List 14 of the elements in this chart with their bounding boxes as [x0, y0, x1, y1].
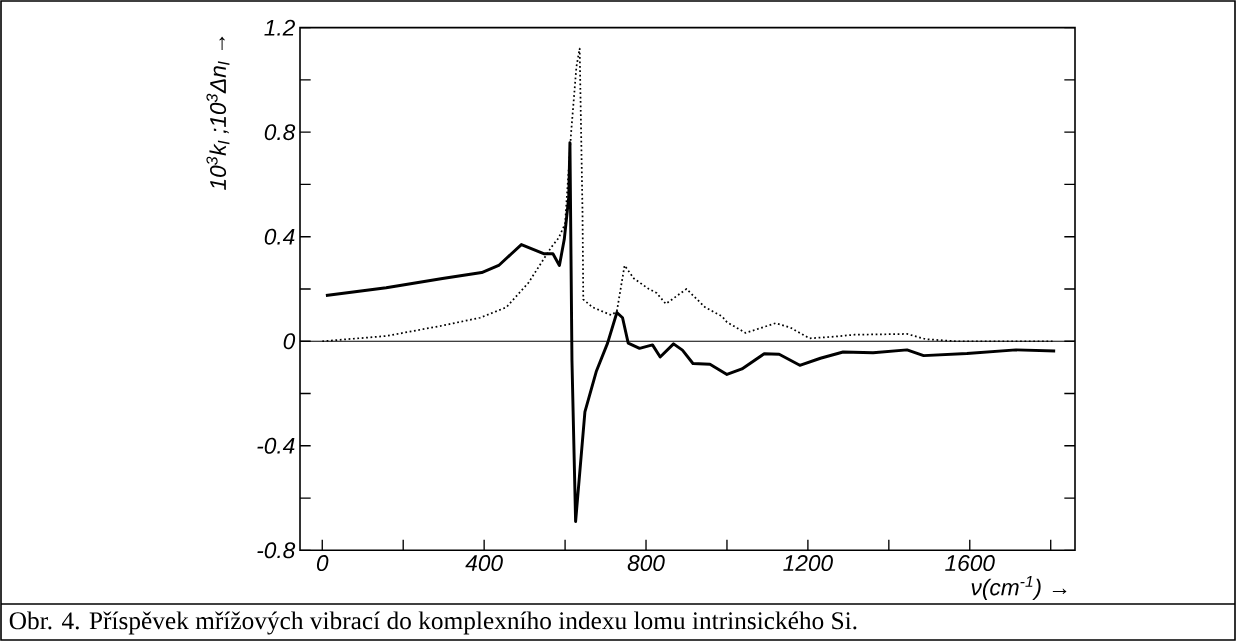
y-tick-label: 1.2: [264, 19, 295, 36]
x-tick-label: 1600: [945, 555, 995, 572]
text: 10$^{3}$k$_{l}$ ;10$^{3}$Δn$_{l}$ →: [206, 36, 230, 190]
x-tick-label: 1200: [783, 555, 833, 572]
y-tick-label: 0.8: [264, 124, 296, 141]
y-tick-label: 0.4: [264, 228, 295, 245]
x-tick-label: 0: [316, 555, 329, 572]
x-tick-label: 800: [627, 555, 665, 572]
y-tick-label: 0: [283, 333, 296, 350]
y-tick-label: -0.8: [257, 542, 296, 559]
x-axis-title: ν(cm$^{-1}$) →: [971, 575, 1067, 600]
text: Obr. 4. Příspěvek mřížových vibrací do komplexního indexu lomu intrinsického Si.: [9, 611, 857, 635]
x-tick-label: 400: [465, 555, 503, 572]
y-tick-label: -0.4: [257, 437, 295, 454]
